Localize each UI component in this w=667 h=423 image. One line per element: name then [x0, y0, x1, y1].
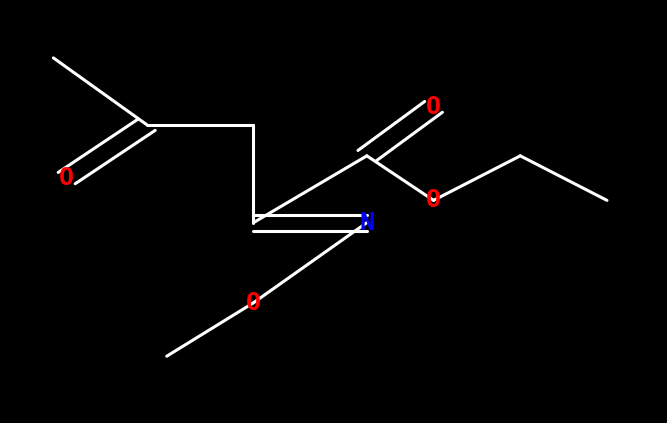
Text: O: O — [426, 188, 441, 212]
Text: O: O — [246, 291, 261, 315]
Text: O: O — [426, 95, 441, 119]
Text: O: O — [59, 166, 74, 190]
Text: N: N — [360, 211, 374, 235]
